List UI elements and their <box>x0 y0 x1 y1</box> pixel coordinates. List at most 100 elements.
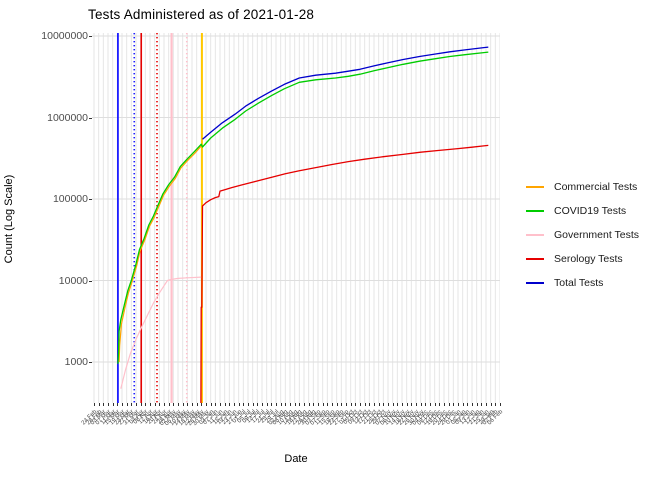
x-tick-mark <box>266 403 268 406</box>
x-tick-mark <box>182 403 184 406</box>
x-tick-mark <box>224 403 226 406</box>
x-tick-mark <box>364 403 366 406</box>
y-tick-label: 100000 <box>52 193 88 205</box>
x-tick-mark <box>318 403 319 406</box>
x-tick-mark <box>490 403 492 406</box>
x-tick-mark <box>248 403 249 406</box>
x-tick-mark <box>304 403 305 406</box>
x-axis-title: Date <box>284 453 308 465</box>
y-tick-mark <box>89 199 92 200</box>
x-tick-mark <box>336 403 338 406</box>
legend-label: Total Tests <box>554 277 604 289</box>
x-tick-mark <box>383 403 385 406</box>
y-tick-label: 10000 <box>58 274 88 287</box>
x-tick-mark <box>103 403 105 406</box>
x-tick-mark <box>117 403 119 406</box>
x-tick-mark <box>140 403 142 406</box>
x-tick-mark <box>238 403 240 406</box>
x-tick-mark <box>215 403 217 406</box>
x-tick-mark <box>434 403 436 406</box>
legend-swatch-icon <box>526 186 544 188</box>
legend-item: COVID19 Tests <box>522 199 639 223</box>
x-tick-mark <box>262 403 263 406</box>
x-tick-mark <box>360 403 361 406</box>
legend-label: Commercial Tests <box>554 181 638 193</box>
x-tick-mark <box>187 403 189 406</box>
x-tick-mark <box>229 403 231 406</box>
x-tick-mark <box>94 403 95 406</box>
x-tick-mark <box>220 403 221 406</box>
x-tick-mark <box>257 403 259 406</box>
series-line-serology-tests <box>200 144 489 403</box>
legend-item: Commercial Tests <box>522 175 639 199</box>
legend-item: Total Tests <box>522 271 639 295</box>
series-line-covid19-tests <box>117 51 489 364</box>
x-tick-mark <box>276 403 277 406</box>
x-tick-mark <box>173 403 175 406</box>
x-tick-mark <box>322 403 324 406</box>
chart-title: Tests Administered as of 2021-01-28 <box>88 7 315 22</box>
x-tick-mark <box>453 403 455 406</box>
x-tick-mark <box>341 403 343 406</box>
x-tick-mark <box>243 403 245 406</box>
x-tick-mark <box>299 403 301 406</box>
x-tick-mark <box>206 403 207 406</box>
x-tick-mark <box>355 403 357 406</box>
legend-swatch-icon <box>526 258 544 260</box>
x-tick-mark <box>411 403 413 406</box>
x-tick-mark <box>392 403 394 406</box>
x-tick-mark <box>168 403 170 406</box>
x-tick-mark <box>164 403 165 406</box>
x-tick-mark <box>462 403 464 406</box>
legend-label: Serology Tests <box>554 253 623 265</box>
plot-canvas <box>92 33 500 403</box>
x-tick-mark <box>346 403 347 406</box>
legend-item: Government Tests <box>522 223 639 247</box>
x-tick-mark <box>439 403 441 406</box>
legend-label: COVID19 Tests <box>554 205 627 217</box>
x-tick-mark <box>397 403 399 406</box>
x-tick-mark <box>280 403 282 406</box>
y-tick-mark <box>89 362 92 363</box>
x-tick-mark <box>192 403 193 406</box>
x-tick-mark <box>448 403 450 406</box>
x-tick-mark <box>308 403 310 406</box>
x-tick-mark <box>136 403 137 406</box>
x-tick-mark <box>126 403 128 406</box>
y-tick-label: 1000000 <box>47 111 88 124</box>
legend-label: Government Tests <box>554 229 640 241</box>
x-tick-mark <box>159 403 161 406</box>
x-tick-mark <box>196 403 198 406</box>
x-tick-mark <box>369 403 371 406</box>
legend-item: Serology Tests <box>522 247 639 271</box>
x-tick-mark <box>425 403 427 406</box>
legend-swatch-icon <box>526 282 544 284</box>
x-tick-mark <box>122 403 123 406</box>
x-tick-mark <box>112 403 114 406</box>
x-tick-mark <box>406 403 408 406</box>
x-tick-mark <box>500 403 501 406</box>
x-tick-mark <box>378 403 380 406</box>
x-tick-mark <box>252 403 254 406</box>
series-line-total-tests <box>202 46 489 140</box>
x-tick-mark <box>332 403 333 406</box>
x-tick-mark <box>294 403 296 406</box>
x-tick-mark <box>131 403 133 406</box>
x-tick-mark <box>476 403 478 406</box>
x-tick-mark <box>150 403 151 406</box>
x-tick-mark <box>481 403 483 406</box>
x-tick-mark <box>495 403 497 406</box>
x-tick-mark <box>210 403 212 406</box>
y-tick-mark <box>89 36 92 37</box>
x-tick-mark <box>430 403 431 406</box>
x-tick-mark <box>285 403 287 406</box>
x-tick-mark <box>374 403 375 406</box>
x-tick-mark <box>108 403 109 406</box>
y-tick-mark <box>89 280 92 282</box>
y-axis-title: Count (Log Scale) <box>3 174 15 264</box>
x-tick-mark <box>290 403 291 406</box>
x-tick-mark <box>154 403 156 406</box>
x-tick-mark <box>444 403 445 406</box>
x-tick-mark <box>201 403 203 406</box>
